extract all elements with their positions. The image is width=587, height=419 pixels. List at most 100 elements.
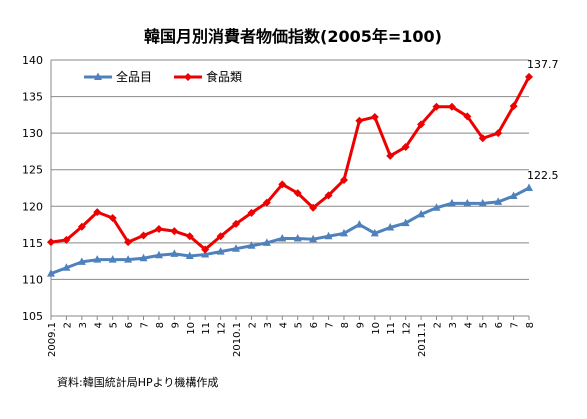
x-tick-label: 8 xyxy=(340,322,351,328)
data-point xyxy=(293,189,302,198)
series-line xyxy=(50,186,530,275)
x-tick-label: 5 xyxy=(294,322,305,328)
data-point xyxy=(124,255,133,263)
y-tick-label: 140 xyxy=(22,54,43,67)
data-point xyxy=(432,102,441,111)
x-tick-label: 9 xyxy=(355,322,366,328)
y-tick-label: 135 xyxy=(22,91,43,104)
end-value-label: 122.5 xyxy=(527,169,559,182)
y-tick-label: 105 xyxy=(22,310,43,323)
x-tick-label: 4 xyxy=(93,322,104,328)
series-line xyxy=(50,76,531,251)
data-point xyxy=(478,134,487,143)
data-point xyxy=(247,208,256,217)
x-tick-label: 2 xyxy=(432,322,443,328)
data-point xyxy=(386,222,395,231)
data-point xyxy=(432,203,441,211)
y-tick-label: 110 xyxy=(22,273,43,286)
y-tick-label: 115 xyxy=(22,237,43,250)
data-point xyxy=(494,129,503,138)
data-point xyxy=(170,227,179,236)
data-point xyxy=(370,113,379,122)
data-point xyxy=(139,253,148,262)
chart-title: 韓国月別消費者物価指数(2005年=100) xyxy=(144,27,442,46)
data-point xyxy=(494,197,503,205)
x-tick-label: 7 xyxy=(325,322,336,328)
data-point xyxy=(232,219,241,228)
data-point xyxy=(62,235,71,244)
data-point xyxy=(324,231,333,240)
legend-label: 全品目 xyxy=(116,69,152,84)
x-tick-label: 2010.1 xyxy=(232,322,243,357)
y-tick-label: 125 xyxy=(22,164,43,177)
data-point xyxy=(247,241,256,249)
data-point xyxy=(525,72,533,81)
data-point xyxy=(185,232,194,241)
series-1 xyxy=(47,183,533,277)
data-point xyxy=(62,263,71,271)
data-point xyxy=(278,233,287,242)
data-point xyxy=(355,116,364,125)
data-point xyxy=(478,198,487,207)
data-point xyxy=(355,220,364,228)
data-point xyxy=(93,208,102,217)
data-point xyxy=(108,255,117,263)
data-point xyxy=(309,234,318,243)
end-labels: 122.5 137.7 xyxy=(527,58,559,182)
y-axis-ticks: 105 110 115 120 125 130 135 140 xyxy=(22,54,43,323)
data-point xyxy=(370,228,379,237)
data-point xyxy=(139,231,148,240)
data-point xyxy=(201,245,210,254)
legend-marker xyxy=(184,73,192,81)
x-tick-label: 5 xyxy=(109,322,120,328)
y-tick-label: 130 xyxy=(22,127,43,140)
x-tick-label: 2011.1 xyxy=(417,322,428,357)
x-tick-label: 10 xyxy=(186,322,197,335)
data-point xyxy=(232,244,241,252)
x-tick-label: 3 xyxy=(263,322,274,328)
x-tick-label: 10 xyxy=(371,322,382,335)
data-point xyxy=(417,209,426,218)
data-point xyxy=(216,247,225,255)
data-point xyxy=(339,228,348,237)
data-point xyxy=(262,198,271,207)
data-point xyxy=(93,255,102,263)
data-point xyxy=(447,102,456,111)
legend: 全品目 食品類 xyxy=(84,69,242,84)
end-value-label: 137.7 xyxy=(527,58,559,71)
data-point xyxy=(216,232,225,241)
x-tick-label: 6 xyxy=(494,322,505,328)
x-tick-label: 7 xyxy=(140,322,151,328)
series-group xyxy=(47,72,533,277)
data-point xyxy=(77,257,86,265)
x-tick-label: 2009.1 xyxy=(47,322,58,357)
x-tick-label: 4 xyxy=(463,322,474,328)
data-point xyxy=(509,191,518,200)
series-2 xyxy=(47,72,533,254)
legend-item: 全品目 xyxy=(84,69,152,84)
x-tick-label: 12 xyxy=(217,322,228,335)
x-tick-label: 6 xyxy=(124,322,135,328)
x-tick-label: 3 xyxy=(78,322,89,328)
x-tick-label: 8 xyxy=(525,322,536,328)
data-point xyxy=(47,269,55,277)
data-point xyxy=(401,143,410,152)
data-point xyxy=(463,198,472,207)
x-tick-label: 6 xyxy=(309,322,320,328)
data-point xyxy=(386,151,395,160)
x-tick-label: 2 xyxy=(62,322,73,328)
x-tick-label: 3 xyxy=(448,322,459,328)
data-point xyxy=(309,203,318,212)
data-point xyxy=(278,180,287,189)
source-note: 資料:韓国統計局HPより機構作成 xyxy=(57,375,218,389)
data-point xyxy=(47,238,55,247)
x-tick-label: 8 xyxy=(155,322,166,328)
data-point xyxy=(154,250,163,259)
legend-marker xyxy=(94,72,102,80)
data-point xyxy=(293,233,302,242)
x-tick-label: 5 xyxy=(479,322,490,328)
x-tick-label: 7 xyxy=(510,322,521,328)
data-point xyxy=(339,175,348,184)
data-point xyxy=(525,183,533,191)
